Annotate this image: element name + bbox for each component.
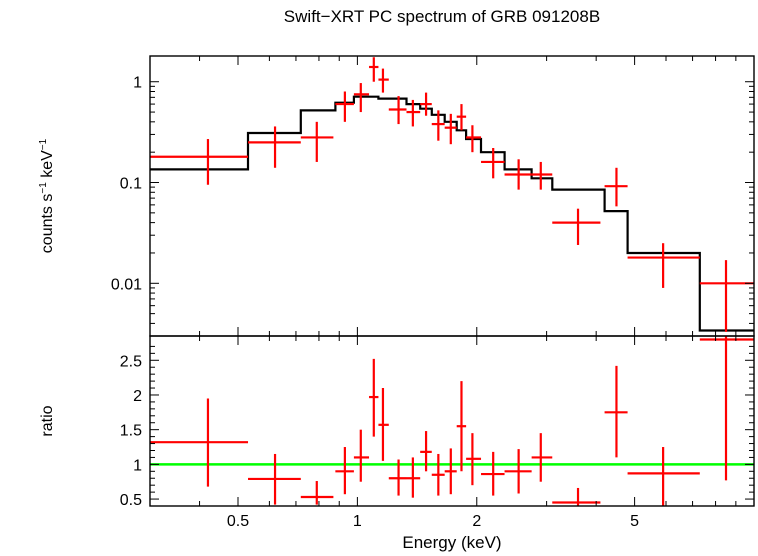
ylabel-main: counts s	[39, 194, 56, 254]
spectrum-point	[466, 125, 482, 153]
x-tick-label: 2	[472, 513, 481, 530]
top-y-tick-label: 1	[133, 75, 142, 92]
ratio-point	[431, 453, 445, 496]
spectrum-point	[699, 260, 754, 332]
top-panel: 1 0.1 0.01	[111, 55, 755, 337]
ratio-point	[444, 448, 457, 495]
spectrum-point	[444, 113, 457, 145]
spectrum-point	[552, 208, 601, 245]
ylabel-sup2: −1	[38, 138, 49, 150]
top-data-layer	[150, 57, 754, 332]
ratio-data-layer	[150, 336, 754, 506]
chart-title: Swift−XRT PC spectrum of GRB 091208B	[284, 7, 600, 26]
ratio-point	[248, 453, 301, 505]
ratio-point	[388, 459, 407, 496]
ratio-panel: 0.5 1 1.5 2 2.5 0.5 1 2 5	[120, 335, 755, 530]
ratio-point	[627, 447, 700, 506]
spectrum-point	[378, 68, 389, 93]
spectrum-point	[353, 83, 370, 113]
ratio-point	[699, 336, 754, 481]
ratio-point	[420, 431, 432, 472]
spectrum-point	[531, 161, 553, 190]
ratio-point	[378, 388, 389, 461]
ratio-point	[531, 433, 553, 482]
ratio-point	[466, 433, 482, 486]
spectrum-point	[248, 126, 301, 168]
ratio-y-axis-label: ratio	[39, 405, 56, 436]
ratio-point	[552, 487, 601, 506]
top-y-tick-label: 0.1	[120, 176, 142, 193]
ratio-y-tick-label: 2	[133, 388, 142, 405]
x-axis-label: Energy (keV)	[402, 533, 501, 552]
top-y-tick-label: 0.01	[111, 276, 142, 293]
spectrum-point	[335, 91, 354, 122]
spectrum-point	[481, 148, 505, 179]
ylabel-sup1: −1	[38, 182, 49, 194]
spectrum-point	[431, 110, 445, 141]
top-y-axis-label: counts s−1 keV−1	[38, 138, 56, 253]
spectrum-point	[627, 243, 700, 288]
top-axes-layer: 1 0.1 0.01	[111, 56, 755, 337]
x-tick-label: 0.5	[227, 513, 249, 530]
spectrum-point	[406, 99, 421, 127]
spectrum-point	[456, 104, 467, 131]
ratio-point	[604, 365, 628, 458]
ratio-plot-frame	[149, 335, 755, 507]
ratio-axes-layer: 0.5 1 1.5 2 2.5 0.5 1 2 5	[120, 336, 755, 530]
ratio-point	[481, 451, 505, 496]
x-tick-label: 5	[630, 513, 639, 530]
ratio-y-tick-label: 2.5	[120, 353, 142, 370]
ratio-y-tick-label: 1	[133, 457, 142, 474]
model-step-line	[150, 95, 754, 332]
ratio-point	[150, 398, 249, 487]
ylabel-mid: keV	[39, 150, 56, 182]
ratio-point	[300, 481, 334, 505]
ratio-y-tick-label: 1.5	[120, 423, 142, 440]
top-plot-frame	[149, 55, 755, 337]
spectrum-point	[300, 121, 334, 162]
ratio-y-tick-label: 0.5	[120, 492, 142, 509]
ratio-point	[335, 447, 354, 495]
spectrum-point	[504, 159, 532, 190]
spectrum-point	[150, 139, 249, 185]
ratio-point	[456, 381, 467, 472]
spectrum-point	[388, 96, 407, 125]
spectrum-point	[369, 57, 379, 82]
spectrum-point	[604, 167, 628, 207]
ratio-point	[369, 358, 379, 437]
spectrum-point	[420, 92, 432, 116]
ratio-point	[504, 449, 532, 494]
ratio-point	[353, 429, 370, 482]
x-tick-label: 1	[353, 513, 362, 530]
ratio-point	[406, 457, 421, 498]
top-model-layer	[150, 95, 754, 332]
